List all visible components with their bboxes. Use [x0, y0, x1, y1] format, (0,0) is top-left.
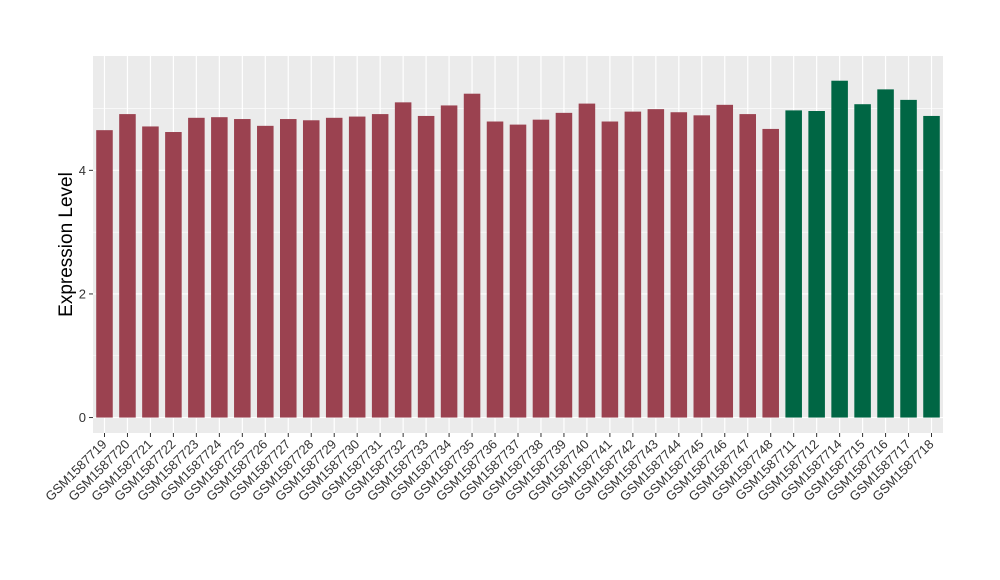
bar-GSM1587720 [119, 114, 136, 418]
y-axis: 0 2 4 [79, 163, 93, 425]
bar-GSM1587717 [900, 99, 917, 418]
bar-GSM1587747 [739, 114, 756, 418]
bar-GSM1587716 [877, 89, 894, 418]
bar-GSM1587731 [371, 114, 389, 418]
y-tick-label: 4 [79, 163, 86, 178]
bar-GSM1587730 [348, 116, 366, 418]
bar-GSM1587723 [188, 117, 205, 418]
bar-GSM1587711 [785, 110, 802, 418]
bar-GSM1587734 [440, 105, 458, 418]
bar-GSM1587719 [96, 130, 113, 418]
bar-GSM1587727 [280, 119, 297, 418]
bar-GSM1587738 [532, 119, 550, 418]
y-tick-label: 0 [79, 410, 86, 425]
bar-GSM1587714 [831, 80, 848, 418]
bar-GSM1587728 [302, 120, 320, 418]
bar-GSM1587737 [509, 124, 527, 418]
bar-GSM1587721 [142, 126, 159, 418]
bar-GSM1587736 [486, 121, 504, 418]
bar-GSM1587718 [923, 115, 940, 418]
bar-GSM1587726 [257, 125, 274, 418]
bar-GSM1587744 [670, 112, 688, 418]
bar-GSM1587715 [854, 104, 871, 418]
bar-GSM1587724 [211, 117, 228, 418]
bar-GSM1587722 [165, 132, 182, 418]
bar-GSM1587741 [601, 121, 619, 418]
bar-GSM1587725 [234, 119, 251, 418]
bar-GSM1587740 [578, 103, 596, 418]
bar-GSM1587739 [555, 112, 573, 418]
bar-GSM1587729 [325, 117, 343, 418]
y-axis-title: Expression Level [56, 172, 77, 317]
bar-GSM1587746 [716, 104, 734, 418]
bars-group [96, 80, 940, 418]
bar-GSM1587733 [417, 115, 435, 418]
y-tick-label: 2 [79, 286, 86, 301]
bar-GSM1587735 [463, 93, 481, 418]
bar-GSM1587732 [394, 102, 412, 418]
bar-GSM1587748 [762, 128, 779, 418]
bar-GSM1587712 [808, 111, 825, 418]
bar-GSM1587745 [693, 115, 711, 418]
bar-GSM1587743 [647, 109, 665, 418]
x-axis: GSM1587719GSM1587720GSM1587721GSM1587722… [42, 433, 937, 504]
bar-GSM1587742 [624, 111, 642, 418]
